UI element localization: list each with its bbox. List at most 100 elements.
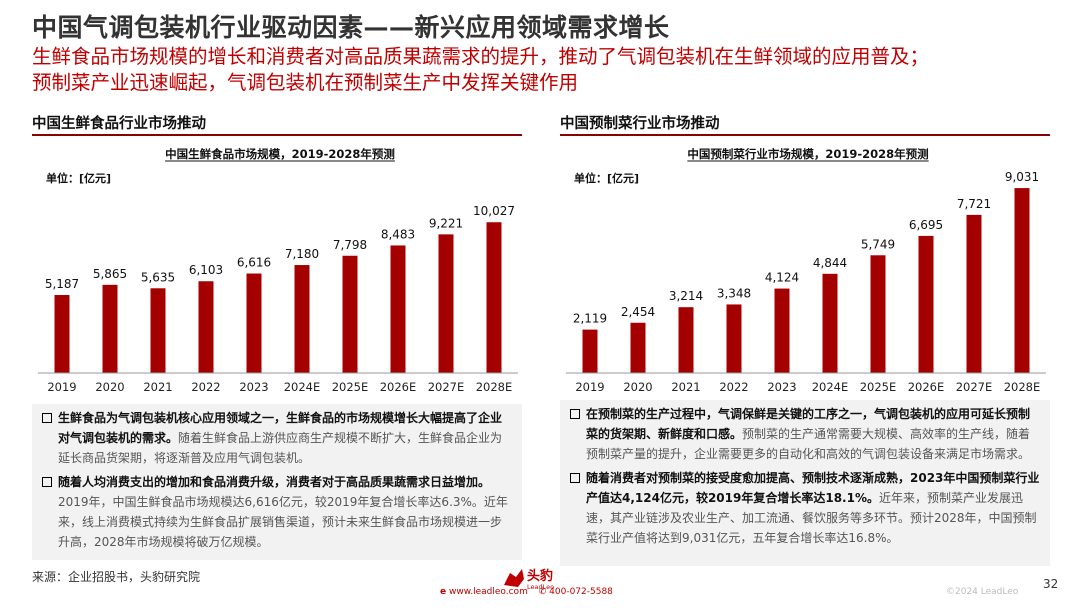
page-number: 32: [1043, 577, 1059, 591]
x-tick-label: 2019: [47, 380, 76, 394]
x-tick-label: 2024E: [812, 380, 849, 394]
bar: [246, 273, 262, 373]
x-tick-label: 2023: [767, 380, 796, 394]
page-subtitle: 生鲜食品市场规模的增长和消费者对高品质果蔬需求的提升，推动了气调包装机在生鲜领域…: [32, 44, 1062, 96]
bar: [1014, 188, 1030, 373]
bar: [822, 273, 838, 373]
note-prepared-food-2: 随着消费者对预制菜的接受度愈加提高、预制技术逐渐成熟，2023年中国预制菜行业产…: [570, 468, 1040, 548]
page-title: 中国气调包装机行业驱动因素——新兴应用领域需求增长: [32, 13, 670, 42]
x-tick-label: 2022: [719, 380, 748, 394]
data-label: 9,031: [1005, 170, 1039, 184]
note-prepared-food-1: 在预制菜的生产过程中，气调保鲜是关键的工序之一，气调包装机的应用可延长预制菜的货…: [570, 404, 1040, 464]
data-label: 6,695: [909, 218, 943, 232]
logo-cn-text: 头豹: [527, 568, 553, 584]
data-label: 7,721: [957, 197, 991, 211]
x-tick-label: 2022: [191, 380, 220, 394]
unit-label: 单位：[亿元]: [574, 171, 639, 185]
x-tick-label: 2026E: [908, 380, 945, 394]
bar: [678, 307, 694, 373]
copyright: ©2024 LeadLeo: [946, 587, 1019, 597]
note-text: 随着生鲜食品上游供应商生产规模不断扩大，生鲜食品企业为延长商品货架期，将逐渐普及…: [58, 431, 503, 465]
bar: [630, 322, 646, 373]
chart-prepared-food: 中国预制菜行业市场规模，2019-2028年预测 单位：[亿元] 2,119 2019…: [558, 138, 1058, 400]
bar: [870, 255, 886, 373]
data-label: 3,214: [669, 289, 703, 303]
data-label: 7,180: [285, 247, 319, 261]
section-title-fresh-food: 中国生鲜食品行业市场推动: [32, 112, 522, 136]
note-bold: 在预制菜的生产过程中，气调保鲜是关键的工序之一，气调包装机的应用可延长预制菜的货…: [586, 407, 1031, 441]
bar: [342, 255, 358, 373]
x-tick-label: 2026E: [380, 380, 417, 394]
unit-label: 单位：[亿元]: [46, 171, 111, 185]
bar: [438, 234, 454, 373]
bar: [918, 235, 934, 373]
note-bold: 随着消费者对预制菜的接受度愈加提高、预制技术逐渐成熟，2023年中国预制菜行业产…: [586, 471, 1040, 505]
bar: [726, 304, 742, 373]
leopard-logo-icon: 头豹 LeadLeo: [504, 568, 554, 591]
bar: [150, 288, 166, 373]
section-title-prepared-food: 中国预制菜行业市场推动: [560, 112, 1050, 136]
bar: [102, 284, 118, 373]
phone-number: 400-072-5588: [549, 587, 613, 597]
x-tick-label: 2021: [671, 380, 700, 394]
x-tick-label: 2028E: [1004, 380, 1041, 394]
x-tick-label: 2025E: [332, 380, 369, 394]
data-label: 5,187: [45, 277, 79, 291]
x-tick-label: 2028E: [476, 380, 513, 394]
x-tick-label: 2020: [95, 380, 124, 394]
data-label: 7,798: [333, 238, 367, 252]
subtitle-line-2: 预制菜产业迅速崛起，气调包装机在预制菜生产中发挥关键作用: [32, 71, 579, 94]
note-text: 2019年，中国生鲜食品市场规模达6,616亿元，较2019年复合增长率达6.3…: [58, 495, 508, 549]
data-label: 4,844: [813, 256, 847, 270]
data-label: 10,027: [473, 204, 515, 218]
bar: [390, 245, 406, 373]
note-text: 预制菜的生产通常需要大规模、高效率的生产线，随着预制菜产量的提升，企业需要更多的…: [586, 427, 1031, 461]
data-label: 9,221: [429, 216, 463, 230]
data-label: 4,124: [765, 271, 799, 285]
notes-fresh-food: 生鲜食品为气调包装机核心应用领域之一，生鲜食品的市场规模增长大幅提高了企业对气调…: [32, 404, 522, 560]
x-tick-label: 2027E: [956, 380, 993, 394]
bar: [294, 265, 310, 373]
checkbox-bullet-icon: [42, 477, 52, 487]
chart-title: 中国预制菜行业市场规模，2019-2028年预测: [687, 147, 928, 161]
website-link[interactable]: www.leadleo.com: [448, 587, 528, 597]
bar: [966, 214, 982, 373]
data-label: 5,865: [93, 267, 127, 281]
checkbox-bullet-icon: [570, 409, 580, 419]
x-tick-label: 2020: [623, 380, 652, 394]
bar: [486, 222, 502, 373]
subtitle-line-1: 生鲜食品市场规模的增长和消费者对高品质果蔬需求的提升，推动了气调包装机在生鲜领域…: [32, 45, 930, 68]
data-label: 6,616: [237, 256, 271, 270]
data-label: 8,483: [381, 227, 415, 241]
e-icon: e: [440, 587, 447, 597]
x-tick-label: 2019: [575, 380, 604, 394]
note-fresh-food-2: 随着人均消费支出的增加和食品消费升级，消费者对于高品质果蔬需求日益增加。 2019…: [42, 472, 512, 552]
x-tick-label: 2021: [143, 380, 172, 394]
x-tick-label: 2024E: [284, 380, 321, 394]
notes-prepared-food: 在预制菜的生产过程中，气调保鲜是关键的工序之一，气调包装机的应用可延长预制菜的货…: [560, 400, 1050, 566]
data-label: 5,635: [141, 270, 175, 284]
chart-fresh-food: 中国生鲜食品市场规模，2019-2028年预测单位：[亿元] 5,187 2019 5…: [30, 138, 530, 400]
chart-title: 中国生鲜食品市场规模，2019-2028年预测: [165, 147, 395, 161]
note-fresh-food-1: 生鲜食品为气调包装机核心应用领域之一，生鲜食品的市场规模增长大幅提高了企业对气调…: [42, 408, 512, 468]
leadleo-logo: 头豹 LeadLeo: [502, 565, 572, 595]
checkbox-bullet-icon: [42, 413, 52, 423]
bar: [198, 281, 214, 373]
checkbox-bullet-icon: [570, 473, 580, 483]
bar: [774, 288, 790, 373]
data-label: 2,454: [621, 305, 655, 319]
note-text: 近年来，预制菜产业发展迅速，其产业链涉及农业生产、加工流通、餐饮服务等多环节。预…: [586, 491, 1037, 545]
note-bold: 生鲜食品为气调包装机核心应用领域之一，生鲜食品的市场规模增长大幅提高了企业对气调…: [58, 411, 503, 445]
bar: [582, 329, 598, 373]
data-label: 5,749: [861, 237, 895, 251]
logo-en-text: LeadLeo: [527, 583, 554, 591]
data-label: 6,103: [189, 263, 223, 277]
bar: [54, 295, 70, 373]
data-label: 3,348: [717, 286, 751, 300]
source-note: 来源：企业招股书，头豹研究院: [32, 570, 201, 584]
footer-contact: e www.leadleo.com ✆ 400-072-5588: [440, 587, 613, 597]
note-bold: 随着人均消费支出的增加和食品消费升级，消费者对于高品质果蔬需求日益增加。: [58, 475, 491, 489]
phone-icon: ✆: [538, 587, 547, 597]
